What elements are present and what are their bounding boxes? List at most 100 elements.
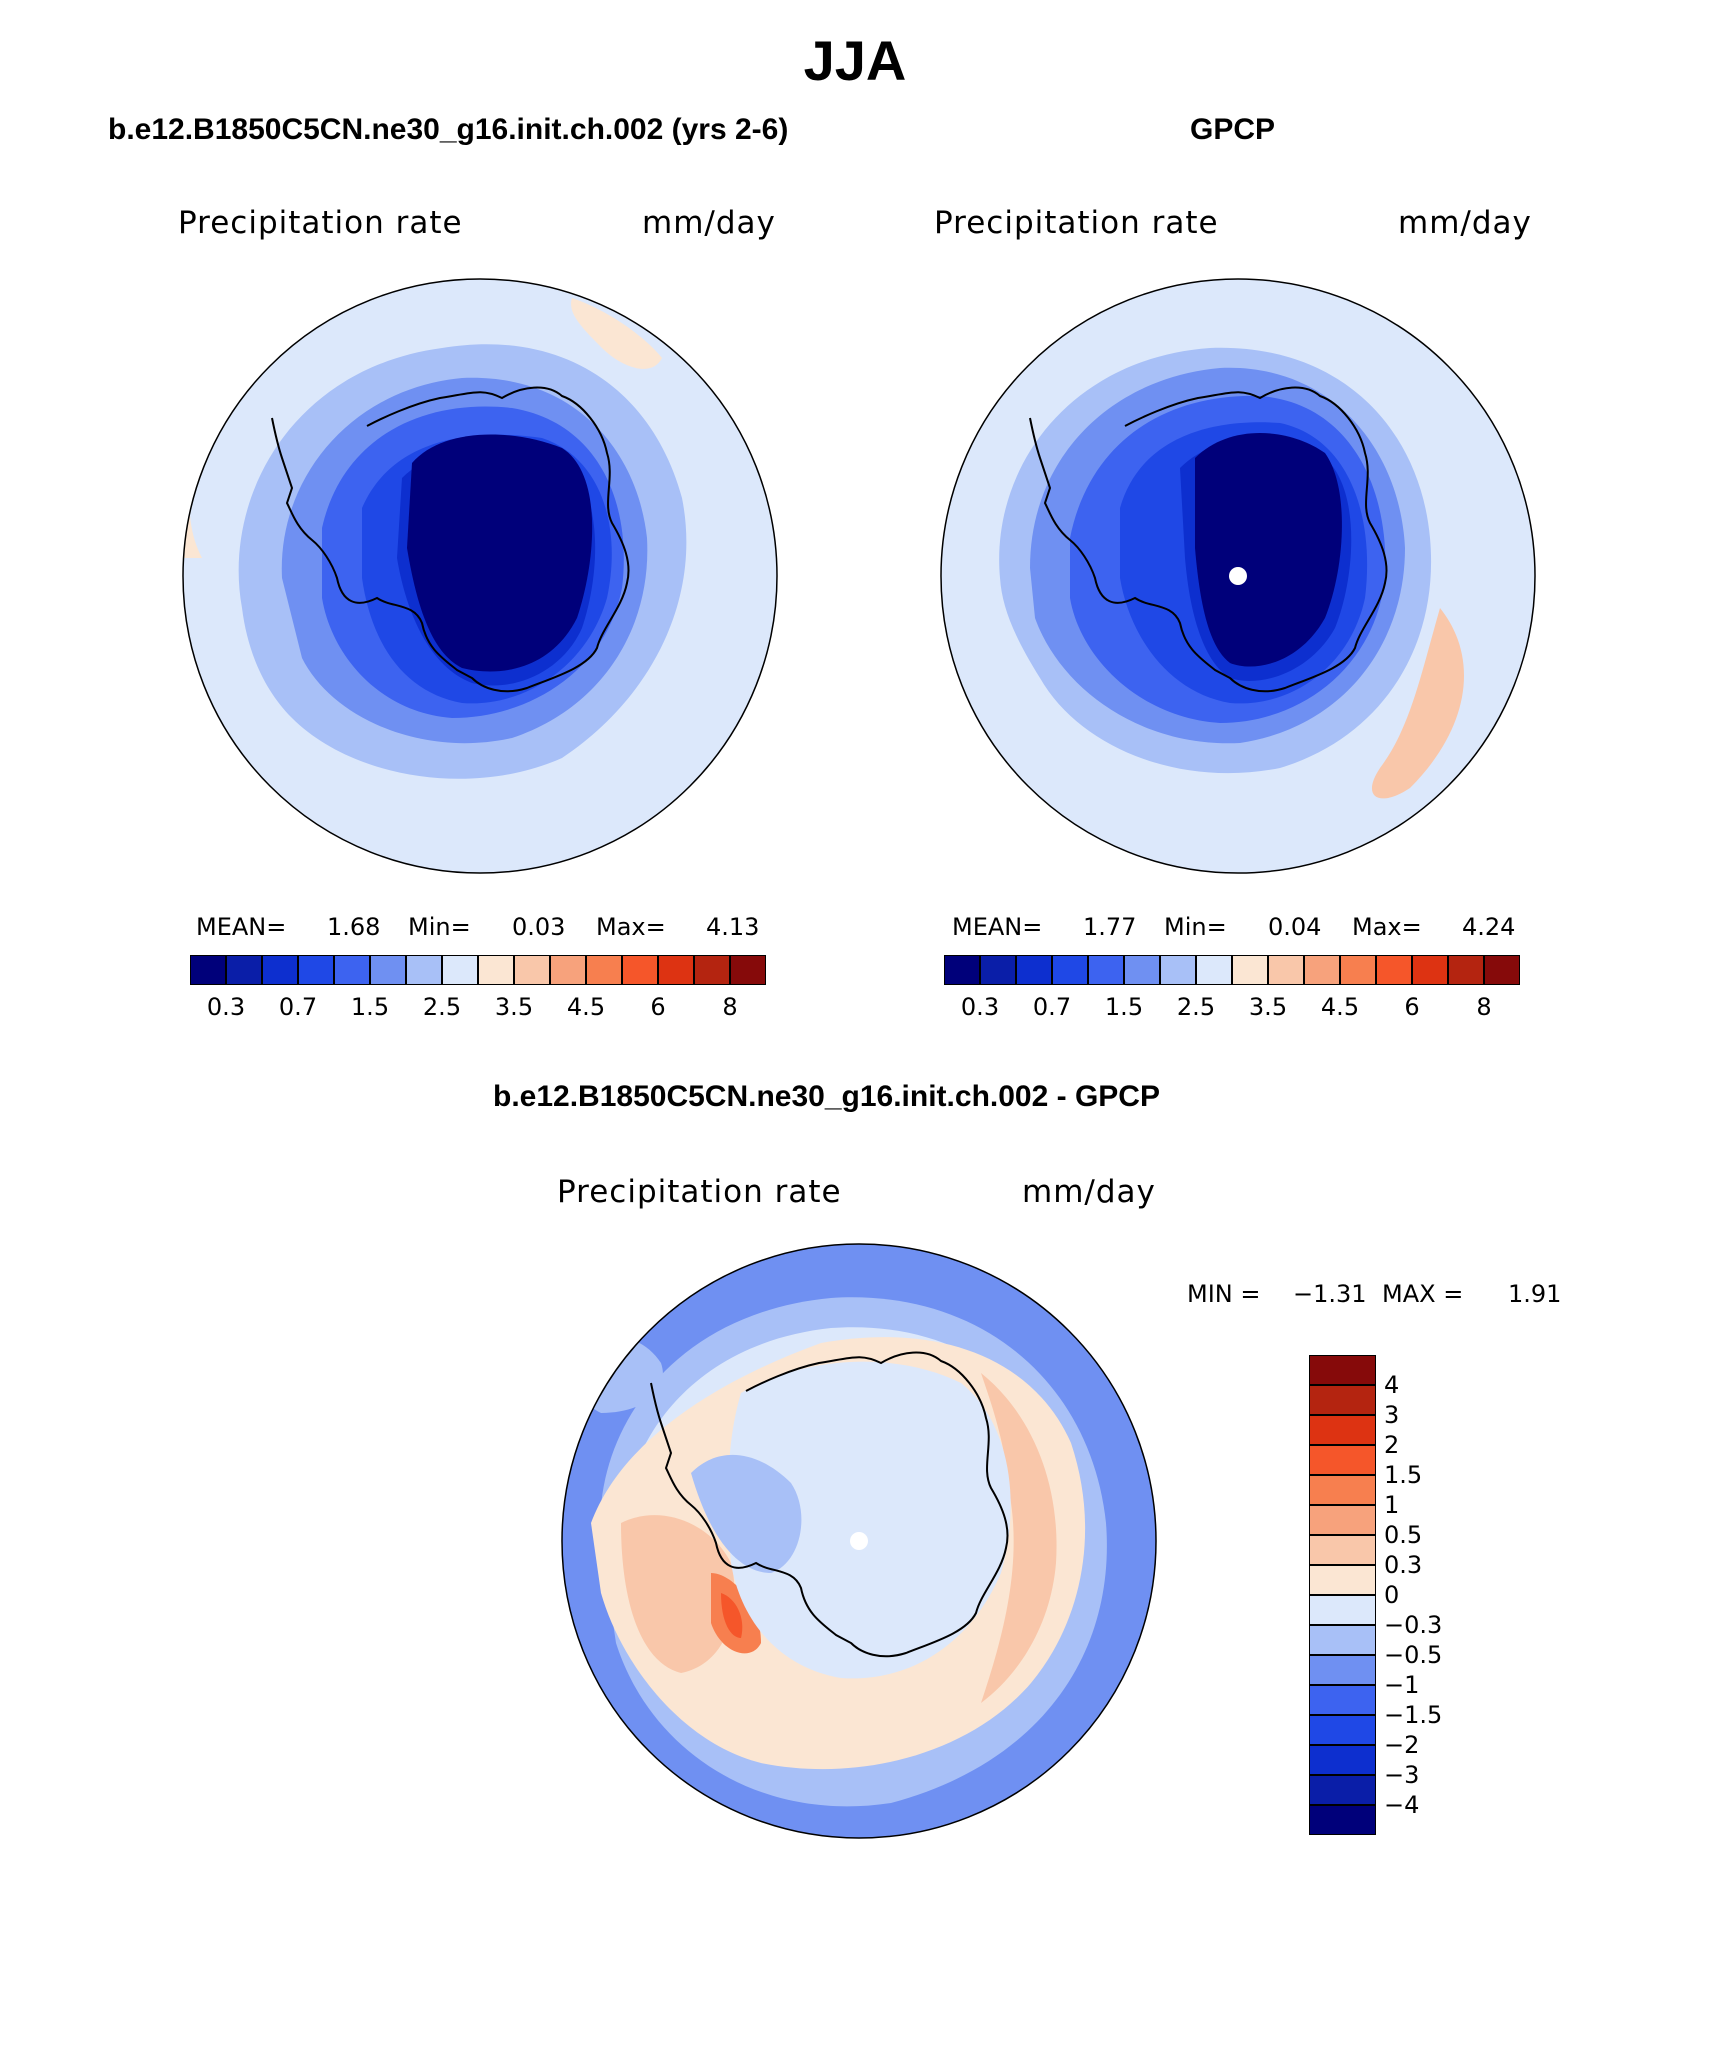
colorbar-swatch xyxy=(1016,955,1052,985)
colorbar-tick-label: 3.5 xyxy=(494,993,534,1021)
colorbar-swatch xyxy=(1309,1385,1376,1415)
diff-band-neg-light xyxy=(691,1454,802,1573)
colorbar-tick-label: −3 xyxy=(1384,1761,1420,1789)
colorbar-swatch xyxy=(1088,955,1124,985)
colorbar-swatch xyxy=(334,955,370,985)
colorbar-swatch xyxy=(1309,1535,1376,1565)
model-min-value: 0.03 xyxy=(512,913,566,941)
colorbar-tick-label: 0.3 xyxy=(960,993,1000,1021)
diff-max-value: 1.91 xyxy=(1508,1280,1562,1308)
antarctica-coastline xyxy=(1029,386,1388,693)
colorbar-swatch xyxy=(1124,955,1160,985)
colorbar-tick-label: 4 xyxy=(1384,1371,1400,1399)
model-max-label: Max= xyxy=(596,913,666,941)
diff-band-pos xyxy=(981,1373,1057,1703)
colorbar-swatch xyxy=(622,955,658,985)
colorbar-swatch xyxy=(1309,1445,1376,1475)
colorbar-tick-label: 2.5 xyxy=(422,993,462,1021)
diff-panel-title: b.e12.B1850C5CN.ne30_g16.init.ch.002 - G… xyxy=(493,1080,1160,1113)
colorbar-tick-label: 1.5 xyxy=(1384,1461,1423,1489)
obs-mean-value: 1.77 xyxy=(1083,913,1137,941)
colorbar-swatch xyxy=(1309,1655,1376,1685)
model-mean-value: 1.68 xyxy=(327,913,381,941)
obs-colorbar-ticks: 0.3 0.7 1.5 2.5 3.5 4.5 6 8 xyxy=(944,993,1520,1023)
diff-band-pos xyxy=(621,1515,735,1673)
colorbar-swatch xyxy=(478,955,514,985)
colorbar-swatch xyxy=(694,955,730,985)
pole-missing-data-dot xyxy=(1229,567,1247,585)
diff-band-pos-max xyxy=(721,1593,743,1638)
colorbar-tick-label: 4.5 xyxy=(1320,993,1360,1021)
colorbar-swatch xyxy=(262,955,298,985)
diff-variable-label: Precipitation rate xyxy=(557,1174,842,1210)
model-units-label: mm/day xyxy=(642,205,776,241)
diff-continent-field xyxy=(728,1361,1011,1679)
colorbar-swatch xyxy=(1309,1475,1376,1505)
antarctica-coastline xyxy=(271,386,630,693)
colorbar-swatch xyxy=(1309,1565,1376,1595)
colorbar-swatch xyxy=(298,955,334,985)
model-min-label: Min= xyxy=(408,913,471,941)
colorbar-swatch xyxy=(1309,1805,1376,1835)
colorbar-swatch xyxy=(1309,1505,1376,1535)
precip-core xyxy=(407,434,593,672)
colorbar-tick-label: 0.5 xyxy=(1384,1521,1423,1549)
colorbar-swatch xyxy=(1160,955,1196,985)
colorbar-swatch xyxy=(1309,1595,1376,1625)
diff-polar-map xyxy=(561,1243,1157,1839)
diff-colorbar-ticks: 4 3 2 1.5 1 0.5 0.3 0 −0.3 −0.5 −1 −1.5 −2 −3 −4 xyxy=(1384,1355,1464,1835)
obs-mean-label: MEAN= xyxy=(952,913,1043,941)
colorbar-swatch xyxy=(514,955,550,985)
colorbar-tick-label: −0.5 xyxy=(1384,1641,1443,1669)
colorbar-swatch xyxy=(1052,955,1088,985)
colorbar-tick-label: 0.3 xyxy=(206,993,246,1021)
colorbar-tick-label: 8 xyxy=(722,993,738,1021)
colorbar-tick-label: 1 xyxy=(1384,1491,1400,1519)
colorbar-tick-label: 2.5 xyxy=(1176,993,1216,1021)
colorbar-tick-label: 3 xyxy=(1384,1401,1400,1429)
colorbar-tick-label: 6 xyxy=(1404,993,1420,1021)
colorbar-tick-label: −0.3 xyxy=(1384,1611,1443,1639)
colorbar-tick-label: 4.5 xyxy=(566,993,606,1021)
model-variable-label: Precipitation rate xyxy=(178,205,463,241)
colorbar-tick-label: −2 xyxy=(1384,1731,1420,1759)
precip-core xyxy=(1195,433,1342,667)
precip-edge-patch xyxy=(571,298,662,369)
colorbar-swatch xyxy=(1232,955,1268,985)
colorbar-swatch xyxy=(1309,1685,1376,1715)
model-mean-label: MEAN= xyxy=(196,913,287,941)
obs-colorbar xyxy=(944,955,1520,985)
map-boundary xyxy=(940,278,1536,874)
colorbar-swatch xyxy=(226,955,262,985)
colorbar-tick-label: 2 xyxy=(1384,1431,1400,1459)
colorbar-swatch xyxy=(1340,955,1376,985)
map-boundary xyxy=(182,278,778,874)
colorbar-tick-label: 1.5 xyxy=(350,993,390,1021)
pole-missing-data-dot xyxy=(850,1532,868,1550)
model-max-value: 4.13 xyxy=(706,913,760,941)
model-panel-title: b.e12.B1850C5CN.ne30_g16.init.ch.002 (yr… xyxy=(108,113,789,146)
colorbar-tick-label: 1.5 xyxy=(1104,993,1144,1021)
diff-min-label: MIN = xyxy=(1187,1280,1261,1308)
colorbar-swatch xyxy=(1484,955,1520,985)
diff-max-label: MAX = xyxy=(1382,1280,1464,1308)
colorbar-swatch xyxy=(190,955,226,985)
colorbar-swatch xyxy=(730,955,766,985)
colorbar-swatch xyxy=(1268,955,1304,985)
diff-colorbar xyxy=(1309,1355,1376,1835)
colorbar-swatch xyxy=(370,955,406,985)
colorbar-tick-label: 0.7 xyxy=(278,993,318,1021)
colorbar-tick-label: −1.5 xyxy=(1384,1701,1443,1729)
colorbar-swatch xyxy=(406,955,442,985)
antarctica-coastline xyxy=(650,1351,1009,1658)
colorbar-tick-label: −4 xyxy=(1384,1791,1420,1819)
obs-max-value: 4.24 xyxy=(1462,913,1516,941)
colorbar-tick-label: −1 xyxy=(1384,1671,1420,1699)
colorbar-swatch xyxy=(550,955,586,985)
colorbar-swatch xyxy=(944,955,980,985)
obs-min-value: 0.04 xyxy=(1268,913,1322,941)
obs-units-label: mm/day xyxy=(1398,205,1532,241)
obs-polar-map xyxy=(940,278,1536,874)
obs-panel-title: GPCP xyxy=(1190,113,1276,146)
colorbar-tick-label: 8 xyxy=(1476,993,1492,1021)
